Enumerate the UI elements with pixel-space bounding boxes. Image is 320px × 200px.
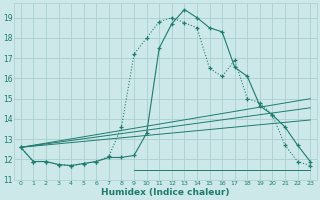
X-axis label: Humidex (Indice chaleur): Humidex (Indice chaleur) (101, 188, 230, 197)
